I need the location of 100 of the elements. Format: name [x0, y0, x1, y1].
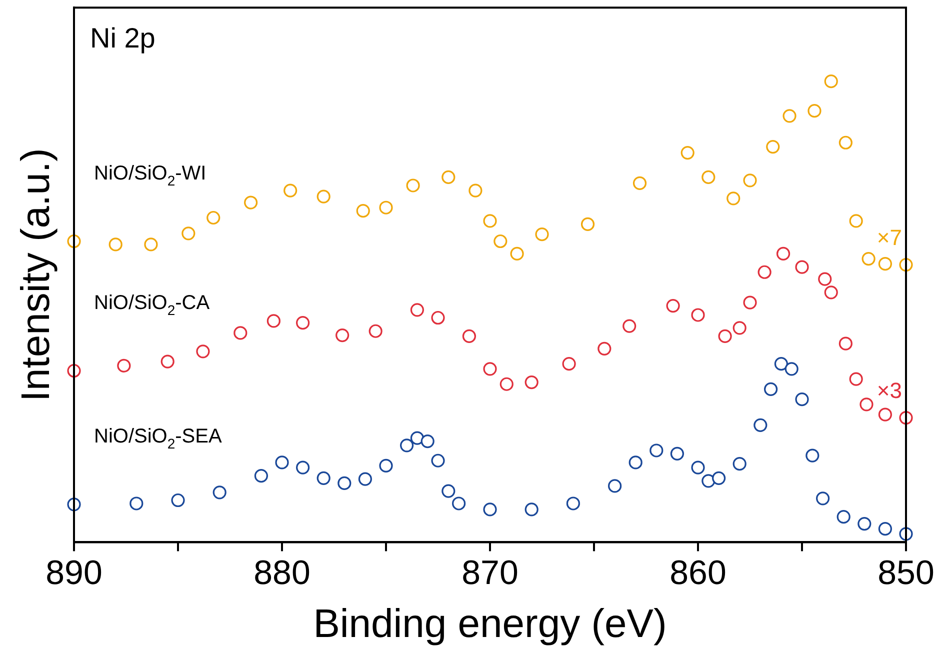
point — [795, 392, 809, 406]
point — [808, 104, 822, 118]
point — [782, 109, 796, 123]
point — [316, 190, 330, 204]
point — [580, 217, 595, 232]
point — [336, 328, 350, 342]
point — [410, 431, 424, 445]
point — [524, 502, 538, 516]
point — [776, 246, 790, 260]
point — [878, 522, 892, 536]
point — [758, 265, 772, 279]
point — [860, 398, 874, 412]
point — [598, 342, 612, 356]
point — [296, 460, 310, 474]
point — [379, 458, 393, 472]
point — [483, 502, 497, 516]
point — [849, 214, 863, 228]
point — [816, 492, 830, 506]
point — [452, 496, 466, 510]
point — [732, 457, 746, 471]
point — [368, 324, 382, 338]
point — [824, 286, 838, 300]
x-tick-label: 880 — [254, 554, 310, 592]
point — [431, 310, 445, 325]
point — [535, 228, 549, 242]
point — [838, 336, 852, 350]
point — [849, 372, 863, 386]
point — [691, 460, 705, 474]
point — [774, 357, 788, 371]
point — [117, 358, 131, 372]
point — [284, 184, 298, 198]
point — [462, 329, 476, 343]
point — [878, 257, 892, 271]
point — [500, 377, 514, 391]
point — [702, 474, 716, 488]
point — [206, 210, 220, 225]
point — [196, 344, 210, 358]
point — [764, 382, 778, 396]
point — [182, 226, 196, 240]
y-axis-title: Intensity (a.u.) — [14, 148, 58, 402]
point — [670, 446, 684, 461]
point — [818, 272, 832, 286]
point — [632, 176, 647, 190]
annotation: ×7 — [876, 224, 902, 250]
point — [510, 246, 524, 260]
point — [806, 448, 820, 462]
x-tick-label: 860 — [670, 554, 726, 592]
point — [680, 146, 694, 160]
point — [442, 484, 456, 498]
point — [795, 260, 809, 274]
point — [824, 74, 838, 88]
point — [878, 408, 892, 422]
point — [160, 354, 174, 368]
point — [400, 438, 414, 452]
point — [212, 486, 226, 500]
point — [650, 444, 664, 458]
point — [275, 456, 289, 470]
point — [732, 321, 746, 335]
point — [468, 184, 482, 198]
point — [431, 454, 445, 468]
point — [858, 516, 872, 531]
point — [254, 469, 268, 483]
point — [410, 303, 424, 317]
x-tick-label: 890 — [46, 554, 102, 592]
chart-title: Ni 2p — [90, 22, 156, 54]
point — [442, 170, 456, 184]
point — [862, 252, 876, 266]
point — [171, 493, 185, 508]
point — [743, 174, 757, 188]
point — [766, 140, 780, 154]
point — [234, 326, 248, 340]
point — [379, 200, 393, 214]
point — [266, 314, 280, 328]
point — [566, 496, 580, 510]
point — [358, 472, 372, 486]
point — [628, 456, 642, 470]
point — [130, 496, 144, 510]
point — [296, 316, 310, 330]
point — [754, 418, 768, 432]
point — [743, 296, 757, 310]
point — [608, 479, 622, 493]
point — [718, 329, 732, 343]
point — [494, 234, 508, 248]
point — [702, 170, 716, 184]
point — [108, 238, 122, 252]
point — [562, 357, 576, 371]
x-tick-label: 850 — [878, 554, 934, 592]
point — [836, 510, 850, 524]
point — [691, 308, 705, 322]
point — [524, 375, 538, 390]
point — [784, 362, 798, 376]
x-tick-label: 870 — [462, 554, 518, 592]
point — [356, 204, 370, 218]
point — [666, 298, 680, 313]
point — [483, 362, 497, 376]
annotation: ×3 — [876, 378, 902, 403]
point — [726, 192, 740, 206]
point — [406, 178, 420, 192]
point — [420, 434, 434, 448]
point — [244, 196, 258, 210]
